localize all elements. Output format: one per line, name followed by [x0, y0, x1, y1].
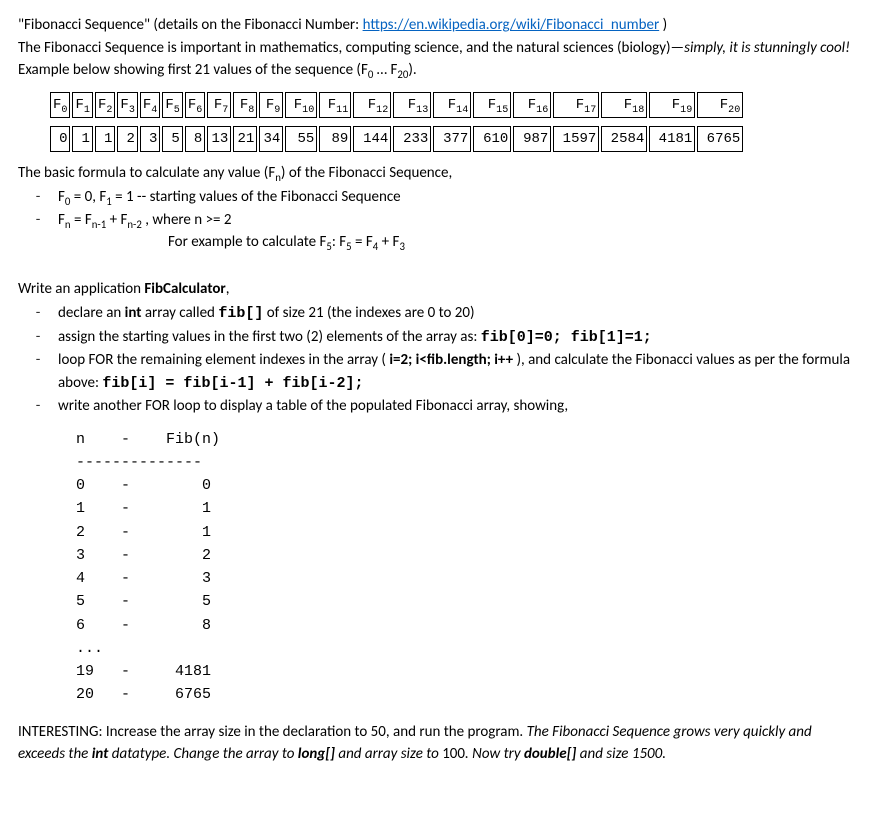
fib-value-cell: 4181 [649, 126, 695, 152]
formula-example: For example to calculate F5: F5 = F4 + F… [168, 231, 854, 254]
bullet-dash: - [18, 302, 58, 326]
intro-paragraph: "Fibonacci Sequence" (details on the Fib… [18, 14, 854, 82]
fib-value-cell: 987 [513, 126, 551, 152]
fib-label-cell: F20 [697, 92, 743, 118]
formula-bullet-2: Fn = Fn-1 + Fn-2 , where n >= 2 [58, 209, 854, 232]
formula-intro-a: The basic formula to calculate any value… [18, 164, 275, 182]
bullet-dash: - [18, 395, 58, 418]
fib-label-cell: F16 [513, 92, 551, 118]
fib-label-cell: F0 [50, 92, 70, 118]
fib-row-labels: F0F1F2F3F4F5F6F7F8F9F10F11F12F13F14F15F1… [50, 92, 743, 118]
fib-value-cell: 13 [207, 126, 231, 152]
formula-bullet-1: F0 = 0, F1 = 1 -- starting values of the… [58, 186, 854, 209]
fib-label-cell: F17 [553, 92, 599, 118]
intro-line2a: The Fibonacci Sequence is important in m… [18, 39, 684, 57]
fib-label-cell: F1 [72, 92, 92, 118]
app-intro: Write an application FibCalculator, [18, 278, 854, 301]
interesting-g: 100 [442, 745, 465, 763]
fib-label-cell: F2 [95, 92, 115, 118]
interesting-h: . Now try [465, 745, 524, 763]
intro-sub-20: 20 [397, 68, 408, 81]
formula-intro-b: ) of the Fibonacci Sequence, [281, 164, 452, 182]
fib-value-cell: 8 [185, 126, 205, 152]
interesting-j: and size 1500. [576, 745, 666, 763]
fib-value-cell: 1 [95, 126, 115, 152]
fib-label-cell: F5 [162, 92, 182, 118]
wiki-link[interactable]: https://en.wikipedia.org/wiki/Fibonacci_… [363, 16, 660, 34]
interesting-c: int [92, 745, 109, 763]
interesting-i: double[] [524, 745, 576, 763]
interesting-label: INTERESTING: [18, 723, 102, 741]
fib-value-cell: 2584 [601, 126, 647, 152]
title-paren-suffix: ) [659, 16, 667, 34]
fib-value-cell: 2 [117, 126, 137, 152]
fib-label-cell: F11 [319, 92, 351, 118]
fib-label-cell: F12 [353, 92, 391, 118]
step-3: loop FOR the remaining element indexes i… [58, 349, 854, 395]
fib-label-cell: F4 [140, 92, 160, 118]
intro-line2b: simply, it is stunningly cool! [684, 39, 850, 57]
fib-value-cell: 34 [259, 126, 283, 152]
fib-value-cell: 5 [162, 126, 182, 152]
fib-label-cell: F6 [185, 92, 205, 118]
formula-bullets: - F0 = 0, F1 = 1 -- starting values of t… [18, 186, 854, 254]
fib-value-cell: 233 [393, 126, 431, 152]
intro-line3a: Example below showing first 21 values of… [18, 61, 368, 79]
bullet-dash: - [18, 209, 58, 232]
fib-label-cell: F13 [393, 92, 431, 118]
intro-line3c: ). [408, 61, 416, 79]
fib-value-cell: 6765 [697, 126, 743, 152]
fibonacci-table: F0F1F2F3F4F5F6F7F8F9F10F11F12F13F14F15F1… [48, 90, 745, 154]
fib-label-cell: F9 [259, 92, 283, 118]
fib-label-cell: F14 [433, 92, 471, 118]
fib-label-cell: F18 [601, 92, 647, 118]
title-quoted: "Fibonacci Sequence" [18, 16, 150, 34]
fib-label-cell: F8 [233, 92, 257, 118]
fib-label-cell: F7 [207, 92, 231, 118]
fib-value-cell: 0 [50, 126, 70, 152]
fib-value-cell: 21 [233, 126, 257, 152]
app-steps: - declare an int array called fib[] of s… [18, 302, 854, 418]
fib-label-cell: F3 [117, 92, 137, 118]
step-2: assign the starting values in the first … [58, 326, 854, 350]
fib-value-cell: 1597 [553, 126, 599, 152]
fib-value-cell: 55 [285, 126, 317, 152]
title-paren-prefix: (details on the Fibonacci Number: [150, 16, 363, 34]
interesting-d: datatype. Change the array to [108, 745, 297, 763]
bullet-dash: - [18, 326, 58, 350]
fib-value-cell: 89 [319, 126, 351, 152]
bullet-dash: - [18, 349, 58, 395]
step-1: declare an int array called fib[] of siz… [58, 302, 854, 326]
interesting-e: long[] [298, 745, 335, 763]
fib-row-values: 0112358132134558914423337761098715972584… [50, 126, 743, 152]
output-sample: n - Fib(n) -------------- 0 - 0 1 - 1 2 … [76, 428, 854, 707]
fib-label-cell: F15 [473, 92, 511, 118]
formula-intro: The basic formula to calculate any value… [18, 162, 854, 185]
fib-value-cell: 377 [433, 126, 471, 152]
interesting-f: and array size to [335, 745, 442, 763]
fib-label-cell: F19 [649, 92, 695, 118]
fib-value-cell: 1 [72, 126, 92, 152]
step-4: write another FOR loop to display a tabl… [58, 395, 854, 418]
fib-value-cell: 610 [473, 126, 511, 152]
interesting-note: INTERESTING: Increase the array size in … [18, 721, 854, 766]
interesting-a: Increase the array size in the declarati… [102, 723, 526, 741]
fib-value-cell: 3 [140, 126, 160, 152]
fib-label-cell: F10 [285, 92, 317, 118]
intro-line3b: … F [373, 61, 397, 79]
bullet-dash: - [18, 186, 58, 209]
fib-value-cell: 144 [353, 126, 391, 152]
